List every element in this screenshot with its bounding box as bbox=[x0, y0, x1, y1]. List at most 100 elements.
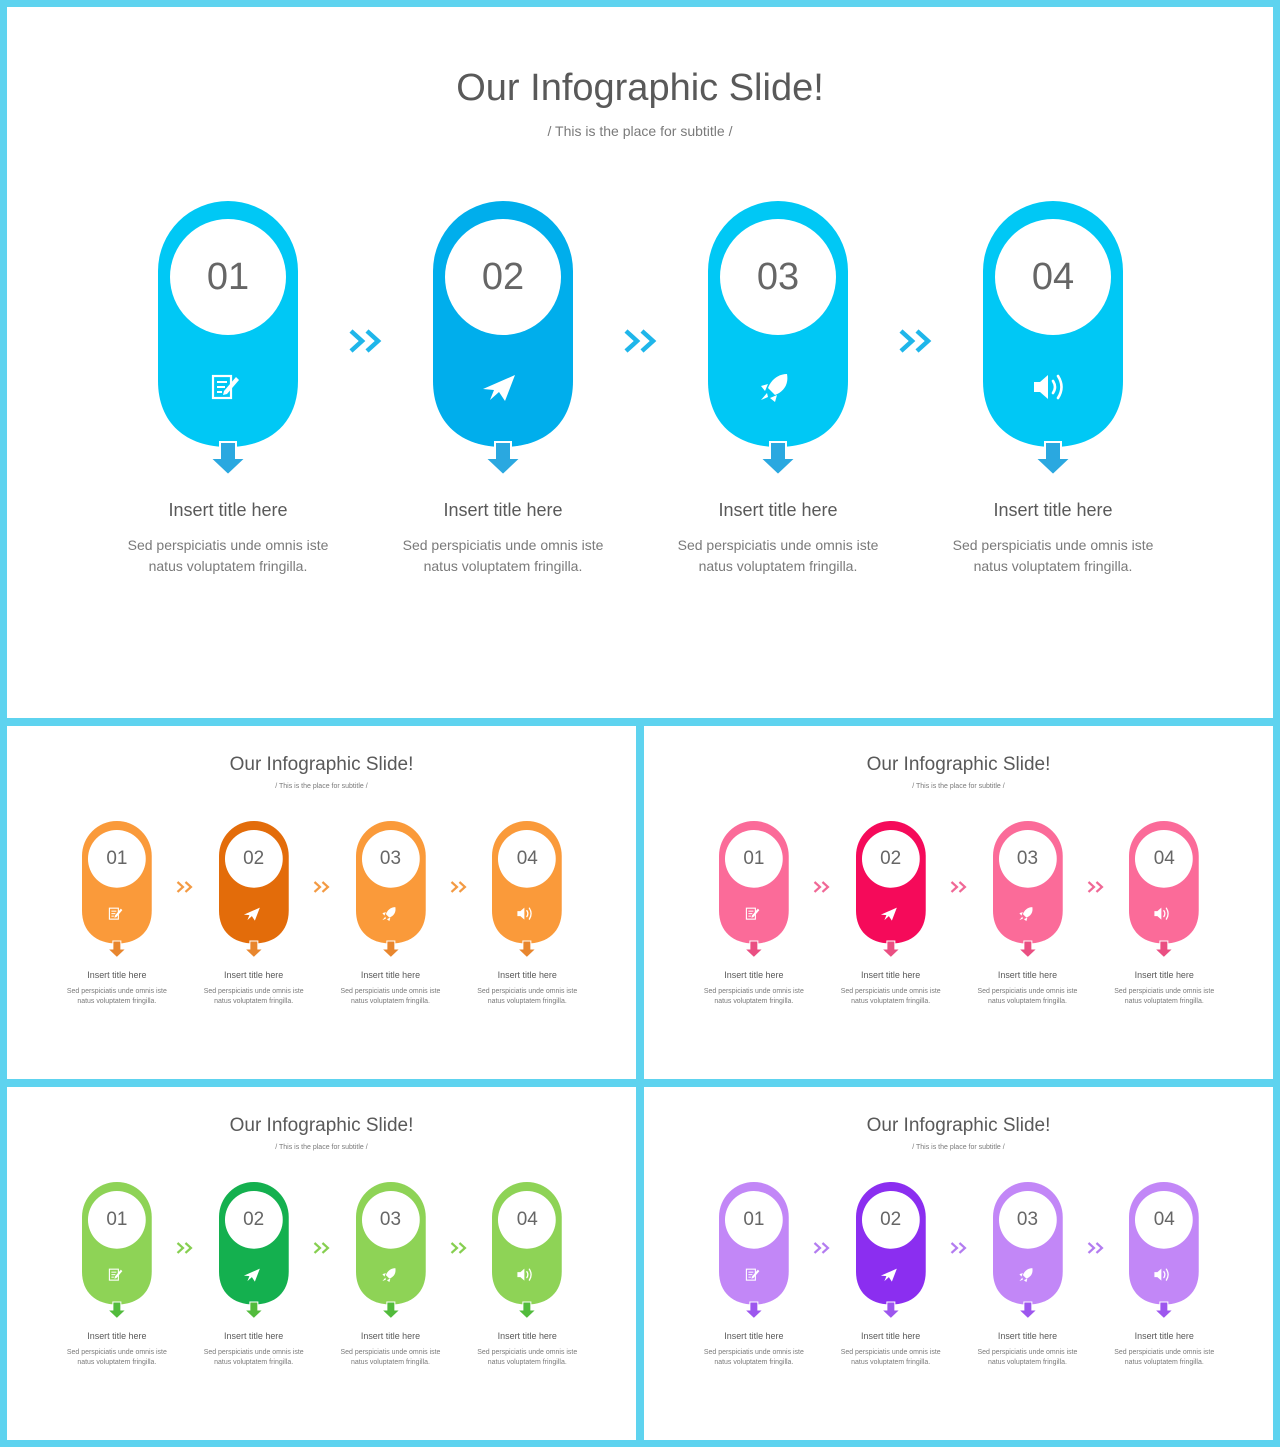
description-line: Sed perspiciatis unde omnis iste bbox=[703, 1349, 804, 1356]
paper-plane-icon bbox=[243, 1268, 260, 1282]
step-title: Insert title here bbox=[1134, 1331, 1194, 1341]
number-circle bbox=[498, 829, 557, 888]
description-line: Sed perspiciatis unde omnis iste bbox=[952, 537, 1154, 553]
double-chevron-icon bbox=[950, 881, 967, 893]
step-description: Sed perspiciatis unde omnis iste natus vo… bbox=[1107, 987, 1222, 1008]
step-number: 02 bbox=[243, 1208, 265, 1230]
step-number: 04 bbox=[1153, 1208, 1175, 1230]
description-line: natus voluptatem fringilla. bbox=[714, 1359, 794, 1367]
step-number: 02 bbox=[481, 256, 525, 298]
description-line: natus voluptatem fringilla. bbox=[698, 558, 858, 574]
description-line: Sed perspiciatis unde omnis iste bbox=[477, 1349, 578, 1356]
step-title: Insert title here bbox=[861, 970, 921, 980]
description-line: Sed perspiciatis unde omnis iste bbox=[127, 537, 329, 553]
description-line: Sed perspiciatis unde omnis iste bbox=[677, 537, 879, 553]
down-arrow-icon bbox=[1154, 1301, 1175, 1320]
step-capsule bbox=[719, 1182, 789, 1320]
speaker-icon bbox=[1034, 374, 1063, 400]
down-arrow-icon bbox=[517, 1301, 538, 1320]
double-chevron-icon bbox=[814, 881, 830, 893]
description-line: Sed perspiciatis unde omnis iste bbox=[203, 1349, 304, 1356]
step-capsule bbox=[1129, 1182, 1200, 1320]
description-line: natus voluptatem fringilla. bbox=[214, 1359, 294, 1367]
step-number: 04 bbox=[516, 847, 538, 869]
down-arrow-icon bbox=[243, 1301, 264, 1320]
step-capsule bbox=[855, 1182, 926, 1320]
step-01: 01 bbox=[719, 1182, 789, 1321]
description-line: Sed perspiciatis unde omnis iste bbox=[840, 1349, 941, 1356]
step-04: 04 bbox=[983, 201, 1123, 481]
step-capsule bbox=[855, 821, 926, 959]
slide-orange: Our Infographic Slide! / This is the pla… bbox=[7, 726, 636, 1079]
double-chevron-icon bbox=[450, 1242, 467, 1254]
double-chevron-icon bbox=[898, 329, 931, 353]
step-description: Sed perspiciatis unde omnis iste natus vo… bbox=[938, 535, 1168, 577]
down-arrow-icon bbox=[1032, 441, 1074, 477]
slide-blue-main: Our Infographic Slide! / This is the pla… bbox=[7, 7, 1273, 718]
slide-title: Our Infographic Slide! bbox=[866, 754, 1051, 775]
step-description: Sed perspiciatis unde omnis iste natus vo… bbox=[113, 535, 343, 577]
step-capsule bbox=[708, 201, 848, 477]
description-line: natus voluptatem fringilla. bbox=[987, 1359, 1067, 1367]
down-arrow-icon bbox=[757, 441, 799, 477]
step-capsule bbox=[492, 1182, 563, 1320]
step-capsule bbox=[433, 201, 573, 477]
document-edit-icon bbox=[211, 374, 239, 400]
number-circle bbox=[361, 1190, 420, 1249]
description-line: Sed perspiciatis unde omnis iste bbox=[340, 1349, 441, 1356]
step-description: Sed perspiciatis unde omnis iste natus vo… bbox=[333, 1348, 448, 1369]
slide-title: Our Infographic Slide! bbox=[229, 1115, 414, 1136]
slide-subtitle: / This is the place for subtitle / bbox=[275, 1144, 368, 1151]
description-line: natus voluptatem fringilla. bbox=[487, 998, 567, 1006]
double-chevron-icon bbox=[177, 881, 193, 893]
step-title: Insert title here bbox=[87, 1331, 147, 1341]
step-02: 02 bbox=[218, 1182, 289, 1321]
down-arrow-icon bbox=[880, 940, 901, 959]
double-chevron-icon bbox=[950, 1242, 967, 1254]
paper-plane-icon bbox=[483, 375, 515, 401]
document-edit-icon bbox=[108, 1268, 123, 1281]
step-number: 03 bbox=[1016, 1208, 1038, 1230]
double-chevron-icon bbox=[814, 1242, 830, 1254]
step-capsule bbox=[992, 1182, 1063, 1320]
description-line: natus voluptatem fringilla. bbox=[423, 558, 583, 574]
down-arrow-icon bbox=[1017, 940, 1038, 959]
double-chevron-icon bbox=[450, 881, 467, 893]
step-01: 01 bbox=[158, 201, 298, 481]
step-description: Sed perspiciatis unde omnis iste natus vo… bbox=[388, 535, 618, 577]
step-03: 03 bbox=[355, 1182, 426, 1321]
step-title: Insert title here bbox=[724, 1331, 784, 1341]
number-circle bbox=[87, 1190, 146, 1249]
step-title: Insert title here bbox=[997, 970, 1058, 980]
description-line: natus voluptatem fringilla. bbox=[987, 998, 1067, 1006]
step-description: Sed perspiciatis unde omnis iste natus vo… bbox=[663, 535, 893, 577]
double-chevron-icon bbox=[313, 1242, 330, 1254]
number-circle bbox=[998, 1190, 1057, 1249]
number-circle bbox=[861, 1190, 920, 1249]
step-capsule bbox=[719, 821, 789, 959]
down-arrow-icon bbox=[243, 940, 264, 959]
step-01: 01 bbox=[719, 821, 789, 960]
description-line: Sed perspiciatis unde omnis iste bbox=[340, 988, 441, 995]
number-circle bbox=[995, 219, 1111, 335]
description-line: natus voluptatem fringilla. bbox=[487, 1359, 567, 1367]
step-number: 01 bbox=[106, 1208, 128, 1230]
slide-title: Our Infographic Slide! bbox=[866, 1115, 1051, 1136]
step-number: 02 bbox=[880, 847, 902, 869]
step-03: 03 bbox=[355, 821, 426, 960]
number-circle bbox=[724, 1190, 783, 1249]
description-line: natus voluptatem fringilla. bbox=[77, 998, 157, 1006]
down-arrow-icon bbox=[380, 940, 401, 959]
step-03: 03 bbox=[708, 201, 848, 481]
description-line: Sed perspiciatis unde omnis iste bbox=[840, 988, 941, 995]
step-title: Insert title here bbox=[224, 1331, 284, 1341]
step-01: 01 bbox=[82, 1182, 152, 1321]
number-circle bbox=[1135, 829, 1194, 888]
step-04: 04 bbox=[492, 1182, 563, 1321]
slide-subtitle: / This is the place for subtitle / bbox=[912, 1144, 1005, 1151]
document-edit-icon bbox=[745, 907, 760, 920]
step-number: 04 bbox=[516, 1208, 538, 1230]
number-circle bbox=[724, 829, 783, 888]
speaker-icon bbox=[517, 907, 533, 920]
description-line: natus voluptatem fringilla. bbox=[350, 998, 430, 1006]
